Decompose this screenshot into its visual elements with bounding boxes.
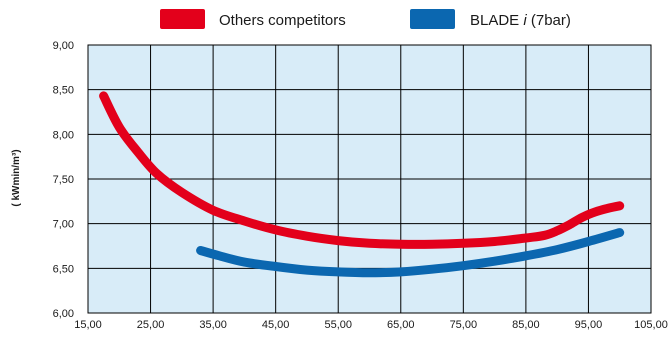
x-tick-label: 85,00 (512, 319, 540, 331)
legend-swatch-blade (410, 9, 455, 29)
y-axis-label: ( kWmin/m³) (11, 149, 22, 206)
series-line-others-competitors (99, 91, 625, 249)
x-tick-label: 75,00 (450, 319, 478, 331)
y-tick-label: 8,50 (53, 85, 74, 97)
y-tick-label: 7,50 (53, 174, 74, 186)
legend-item-others: Others competitors (160, 9, 346, 29)
y-tick-label: 9,00 (53, 40, 74, 52)
x-tick-label: 45,00 (262, 319, 290, 331)
legend-swatch-others (160, 9, 205, 29)
series-lines (99, 91, 625, 278)
legend-label-others: Others competitors (219, 12, 346, 29)
legend-label-blade: BLADE i (7bar) (470, 12, 571, 29)
x-tick-label: 65,00 (387, 319, 415, 331)
x-axis-ticks: 15,00 25,00 35,00 45,00 55,00 65,00 75,00 85,00… (74, 319, 668, 331)
y-tick-label: 7,00 (53, 219, 74, 231)
x-tick-label: 25,00 (137, 319, 165, 331)
y-axis-ticks: 6,00 6,50 7,00 7,50 8,00 8,50 9,00 (53, 40, 74, 320)
x-tick-label: 105,00 (634, 319, 668, 331)
y-tick-label: 6,50 (53, 263, 74, 275)
series-line-blade-i (196, 228, 625, 278)
legend-item-blade: BLADE i (7bar) (410, 9, 571, 29)
x-tick-label: 55,00 (324, 319, 352, 331)
legend: Others competitors BLADE i (7bar) (160, 9, 571, 29)
x-tick-label: 35,00 (199, 319, 227, 331)
x-tick-label: 95,00 (575, 319, 603, 331)
y-tick-label: 8,00 (53, 129, 74, 141)
y-tick-label: 6,00 (53, 308, 74, 320)
x-tick-label: 15,00 (74, 319, 102, 331)
